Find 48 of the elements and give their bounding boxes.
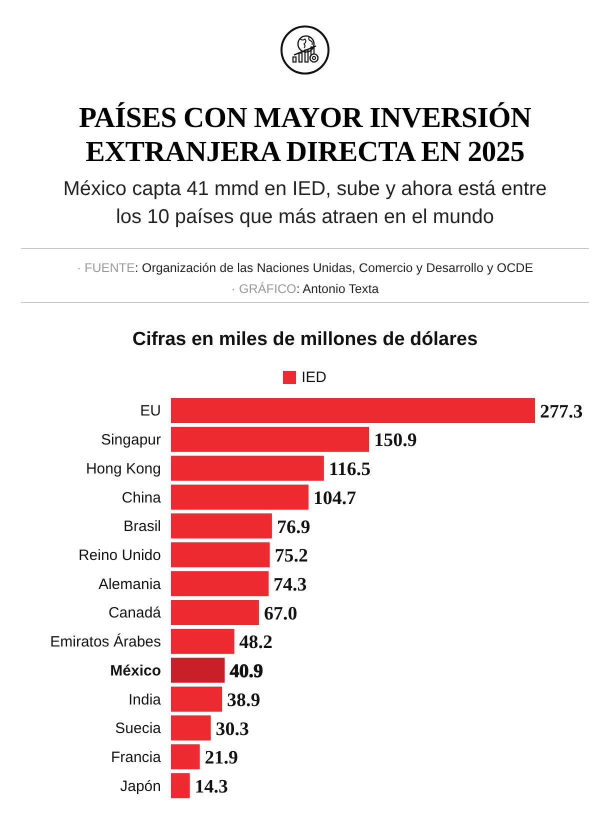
data-label: 30.3 [216,718,250,740]
y-tick-label: Emiratos Árabes [50,632,161,651]
data-label: 38.9 [227,690,260,711]
y-tick-label: Reino Unido [78,546,161,564]
y-tick-label: Suecia [115,720,162,738]
data-label: 116.5 [328,459,371,480]
bar [171,542,270,568]
text: · GRÁFICO: Antonio Texta [230,280,380,298]
y-tick-label: Canadá [108,604,162,622]
data-label: 104.7 [313,488,357,509]
chart-title: PAÍSES CON MAYOR INVERSIÓN EXTRANJERA DIRECTA EN 2025 [78,101,532,169]
chart-subtitle: México capta 41 mmd en IED, sube y ahora está entre los 10 países que más atraen en el mundo [62,177,548,230]
y-tick-label: China [122,489,162,506]
bar [171,456,324,481]
bar [171,686,222,712]
y-tick-label: Japón [120,778,161,795]
y-tick-label: Alemania [98,576,162,593]
data-label: 14.3 [194,776,228,798]
bar [171,600,259,625]
bar [171,744,200,770]
bar [171,773,190,798]
data-label: 76.9 [276,516,310,538]
legend-label: IED [301,368,326,386]
bar [171,571,269,596]
bar [171,484,308,510]
y-tick-label: Francia [110,748,162,766]
bar [171,628,234,654]
bar [171,658,225,683]
bar [171,715,211,740]
x-axis-title: Cifras en miles de millones de dólares [131,328,479,352]
data-label: 48.2 [239,632,273,654]
data-label: 74.3 [274,574,307,596]
data-label: 40.9 [230,661,263,682]
data-label: 150.9 [374,430,417,452]
text: · FUENTE: Organización de las Naciones Unidas, Comercio y Desarrollo y OCDE [76,260,534,277]
data-label: 67.0 [264,603,298,624]
data-label: 277.3 [540,401,583,422]
data-label: 75.2 [274,546,308,567]
bar [171,398,535,423]
y-tick-label: Singapur [100,432,161,449]
y-tick-label: México [110,662,161,680]
y-tick-label: EU [140,402,161,420]
bar [171,513,272,538]
bar [171,426,370,452]
y-tick-label: India [128,691,162,708]
y-tick-label: Brasil [123,518,161,536]
data-label: 21.9 [204,748,238,769]
y-tick-label: Hong Kong [86,460,161,478]
